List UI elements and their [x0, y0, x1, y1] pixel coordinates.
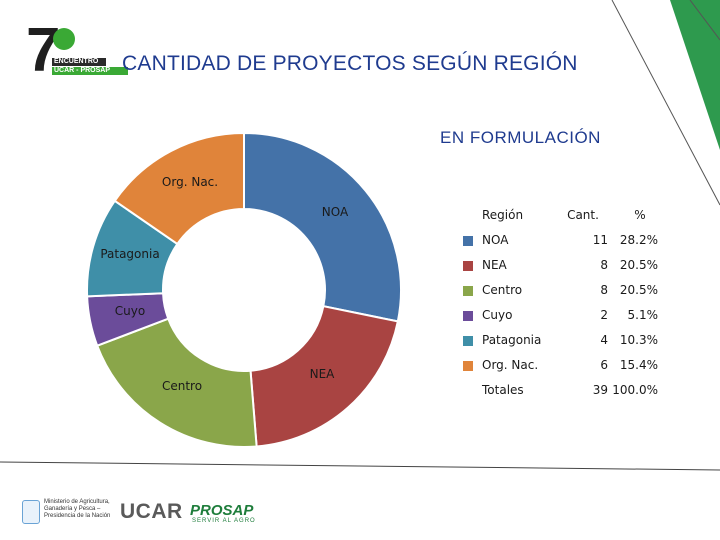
table-row: NEA 8 20.5% [460, 254, 670, 279]
table-header: Región Cant. % [460, 204, 670, 229]
logo-text: ENCUENTRO UCAR - PROSAP [52, 58, 130, 75]
legend-swatch [463, 361, 473, 371]
row-region: NOA [482, 233, 509, 247]
total-pct: 100.0% [612, 383, 658, 397]
table-row: Centro 8 20.5% [460, 279, 670, 304]
row-cant: 6 [600, 358, 608, 372]
row-cant: 4 [600, 333, 608, 347]
legend-swatch [463, 286, 473, 296]
row-cant: 8 [600, 258, 608, 272]
slice-label: Centro [162, 379, 202, 393]
table-total-row: Totales 39 100.0% [460, 379, 670, 404]
slice-label: NEA [310, 367, 336, 381]
decor-line [0, 461, 720, 471]
event-logo: 7 ENCUENTRO UCAR - PROSAP [26, 20, 130, 82]
table-row: Org. Nac. 6 15.4% [460, 354, 670, 379]
slice-label: Cuyo [115, 304, 145, 318]
data-table: Región Cant. % NOA 11 28.2% NEA 8 20.5% Centro… [460, 204, 670, 404]
ministry-name: Ministerio de Agricultura, Ganadería y P… [44, 499, 111, 519]
total-label: Totales [482, 383, 524, 397]
page-title: CANTIDAD DE PROYECTOS SEGÚN REGIÓN [122, 52, 578, 75]
legend-swatch [463, 336, 473, 346]
table-row: Patagonia 4 10.3% [460, 329, 670, 354]
chart-title: EN FORMULACIÓN [440, 128, 601, 147]
slice-label: Org. Nac. [162, 175, 218, 189]
logo-line-2: UCAR - PROSAP [52, 67, 128, 75]
ucar-logo: UCAR [120, 500, 183, 523]
total-cant: 39 [592, 383, 608, 397]
legend-swatch [463, 261, 473, 271]
prosap-tagline: SERVIR AL AGRO [192, 518, 256, 524]
slice-label: NOA [322, 205, 349, 219]
row-region: NEA [482, 258, 507, 272]
row-pct: 20.5% [619, 258, 658, 272]
row-region: Patagonia [482, 333, 542, 347]
logo-dot-icon [53, 28, 75, 50]
legend-swatch [463, 311, 473, 321]
row-cant: 11 [592, 233, 608, 247]
row-cant: 8 [600, 283, 608, 297]
logo-line-1: ENCUENTRO [52, 58, 106, 66]
ministry-emblem-icon [22, 500, 40, 524]
row-region: Org. Nac. [482, 358, 539, 372]
legend-swatch [463, 236, 473, 246]
row-pct: 5.1% [627, 308, 659, 322]
slice-label: Patagonia [100, 247, 159, 261]
decor-line [689, 0, 720, 41]
table-row: Cuyo 2 5.1% [460, 304, 670, 329]
prosap-logo: PROSAP [190, 502, 254, 519]
decor-line [611, 0, 720, 206]
donut-slice-org-nac- [113, 131, 245, 246]
header-pct: % [634, 208, 646, 222]
header-cant: Cant. [567, 208, 599, 222]
row-pct: 28.2% [619, 233, 658, 247]
donut-slice-noa [243, 131, 402, 323]
donut-slice-centro [95, 317, 258, 448]
row-region: Cuyo [482, 308, 513, 322]
row-region: Centro [482, 283, 523, 297]
header-region: Región [482, 208, 524, 222]
row-pct: 15.4% [619, 358, 658, 372]
footer-logos: Ministerio de Agricultura, Ganadería y P… [22, 496, 342, 528]
corner-accent [670, 0, 720, 150]
donut-slice-nea [249, 305, 400, 448]
row-pct: 10.3% [619, 333, 658, 347]
table-row: NOA 11 28.2% [460, 229, 670, 254]
row-cant: 2 [600, 308, 608, 322]
row-pct: 20.5% [619, 283, 658, 297]
